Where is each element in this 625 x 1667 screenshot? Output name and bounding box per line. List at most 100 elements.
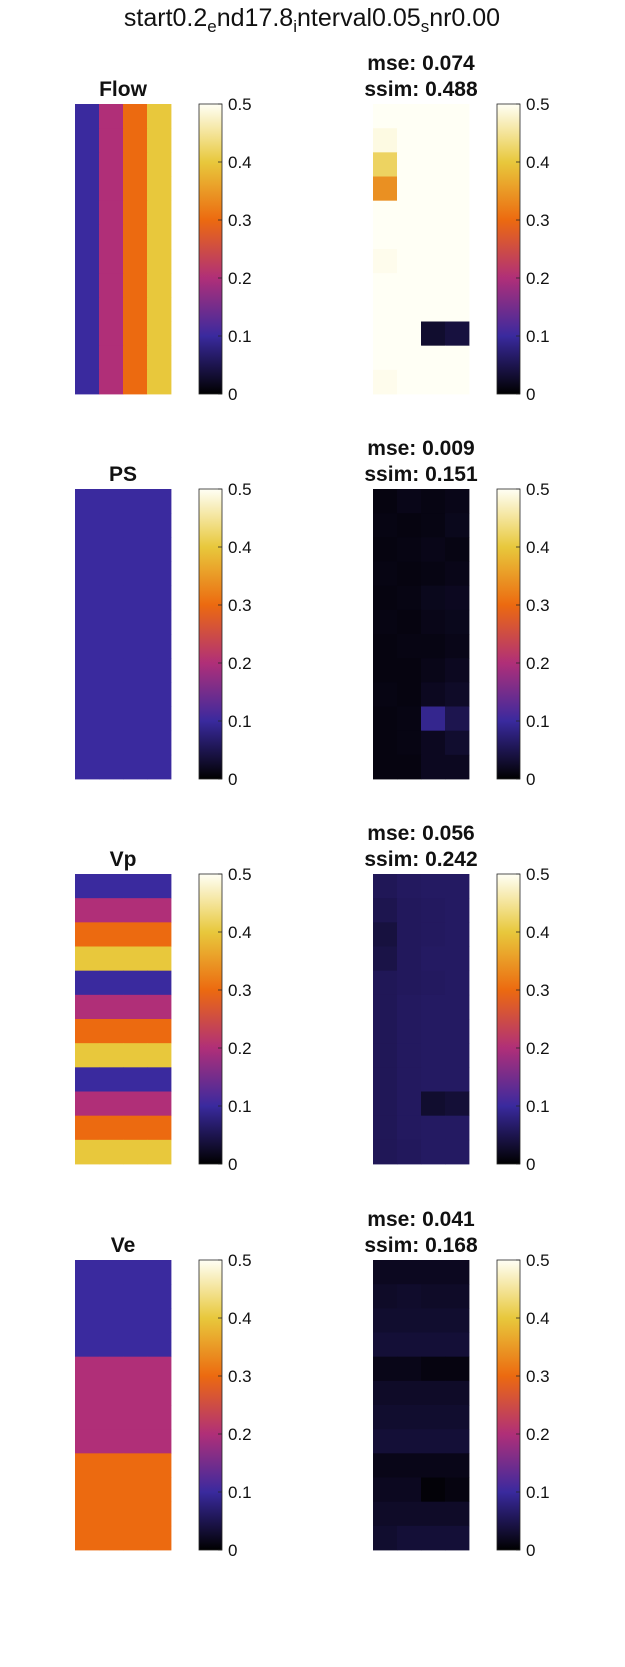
heatmap-cell xyxy=(445,609,470,635)
colorbar xyxy=(198,1259,223,1551)
heatmap-cell xyxy=(445,1429,470,1454)
heatmap-cell xyxy=(397,224,422,250)
heatmap-cell xyxy=(123,1139,148,1165)
suptitle-subscript: e xyxy=(207,17,216,36)
heatmap-cell xyxy=(75,898,100,923)
heatmap-cell xyxy=(421,1019,446,1044)
heatmap-cell xyxy=(75,1260,100,1285)
colorbar-tick-label: 0.4 xyxy=(228,153,252,172)
heatmap-cell xyxy=(373,874,398,899)
heatmap-cell xyxy=(397,1429,422,1454)
heatmap-cell xyxy=(421,224,446,250)
heatmap-cell xyxy=(147,176,172,202)
heatmap-cell xyxy=(421,152,446,177)
heatmap-cell xyxy=(445,176,470,202)
heatmap-cell xyxy=(373,898,398,923)
heatmap-cell xyxy=(75,730,100,756)
heatmap-cell xyxy=(445,706,470,732)
heatmap-cell xyxy=(445,1501,470,1527)
heatmap-cell xyxy=(99,369,124,395)
heatmap-cell xyxy=(373,970,398,996)
heatmap-cell xyxy=(373,658,398,683)
heatmap-cell xyxy=(373,754,398,780)
colorbar-tick-label: 0.3 xyxy=(526,981,550,1000)
heatmap-cell xyxy=(421,1356,446,1382)
heatmap-cell xyxy=(421,104,446,129)
heatmap-cell xyxy=(397,609,422,635)
heatmap-cell xyxy=(445,922,470,947)
heatmap-cell xyxy=(445,561,470,587)
heatmap-panel-2: mse: 0.074 ssim: 0.488 0 0.1 0.2 0.3 0.4 0.5 xyxy=(364,52,549,404)
heatmap-cell xyxy=(75,946,100,972)
heatmap-cell xyxy=(75,1067,100,1092)
heatmap-cell xyxy=(123,345,148,371)
heatmap-cell xyxy=(373,1115,398,1141)
heatmap-cell xyxy=(397,682,422,707)
heatmap-cell xyxy=(75,1091,100,1117)
heatmap-cell xyxy=(147,682,172,707)
panel-title: Ve xyxy=(111,1234,136,1257)
heatmap-cell xyxy=(421,946,446,972)
heatmap-cell xyxy=(445,898,470,923)
heatmap-cell xyxy=(421,1380,446,1406)
heatmap-cell xyxy=(421,970,446,996)
heatmap-cell xyxy=(445,1019,470,1044)
heatmap-cell xyxy=(75,1380,100,1406)
colorbar-tick-label: 0.2 xyxy=(526,1425,550,1444)
colorbar-tick-label: 0.2 xyxy=(526,1039,550,1058)
heatmap-cell xyxy=(421,369,446,395)
heatmap-cell xyxy=(445,104,470,129)
heatmap-cell xyxy=(373,152,398,177)
heatmap-cell xyxy=(123,489,148,514)
heatmap-cell xyxy=(397,946,422,972)
colorbar-tick-label: 0 xyxy=(228,1155,237,1174)
heatmap-cell xyxy=(421,658,446,683)
heatmap-cell xyxy=(147,754,172,780)
heatmap-cell xyxy=(421,682,446,707)
heatmap-cell xyxy=(445,200,470,226)
heatmap-cell xyxy=(99,200,124,226)
heatmap-cell xyxy=(445,1477,470,1503)
heatmap-cell xyxy=(99,1284,124,1309)
heatmap-cell xyxy=(397,1043,422,1068)
heatmap-cell xyxy=(397,321,422,347)
heatmap-cell xyxy=(75,1139,100,1165)
heatmap-cell xyxy=(123,874,148,899)
heatmap-cell xyxy=(445,970,470,996)
heatmap-cell xyxy=(123,754,148,780)
heatmap-cell xyxy=(147,1429,172,1454)
heatmap-cell xyxy=(99,537,124,562)
heatmap-cell xyxy=(397,128,422,153)
heatmap-cell xyxy=(373,1501,398,1527)
heatmap-cell xyxy=(421,1525,446,1551)
heatmap-cell xyxy=(75,1332,100,1358)
heatmap-cell xyxy=(147,1501,172,1527)
suptitle-subscript: i xyxy=(293,17,297,36)
heatmap-cell xyxy=(123,585,148,611)
heatmap-cell xyxy=(75,513,100,538)
heatmap-cell xyxy=(99,1019,124,1044)
heatmap-cell xyxy=(421,297,446,322)
heatmap-cell xyxy=(147,104,172,129)
heatmap-cell xyxy=(123,994,148,1020)
heatmap-cell xyxy=(445,152,470,177)
heatmap-cell xyxy=(123,1477,148,1503)
panel-title: mse: 0.074 xyxy=(367,52,475,75)
heatmap-cell xyxy=(445,994,470,1020)
heatmap-cell xyxy=(123,1043,148,1068)
colorbar-tick-label: 0.1 xyxy=(526,1483,550,1502)
heatmap-cell xyxy=(99,609,124,635)
heatmap-cell xyxy=(147,898,172,923)
heatmap-cell xyxy=(373,994,398,1020)
colorbar-tick-label: 0.1 xyxy=(228,327,252,346)
heatmap-cell xyxy=(421,634,446,659)
heatmap-cell xyxy=(123,1332,148,1358)
heatmap-cell xyxy=(445,634,470,659)
heatmap-cell xyxy=(421,128,446,153)
colorbar-tick-label: 0.2 xyxy=(228,1039,252,1058)
heatmap-cell xyxy=(421,1115,446,1141)
heatmap-cell xyxy=(421,561,446,587)
heatmap-cell xyxy=(421,345,446,371)
heatmap-cell xyxy=(99,1477,124,1503)
colorbar-tick-label: 0 xyxy=(228,1541,237,1560)
